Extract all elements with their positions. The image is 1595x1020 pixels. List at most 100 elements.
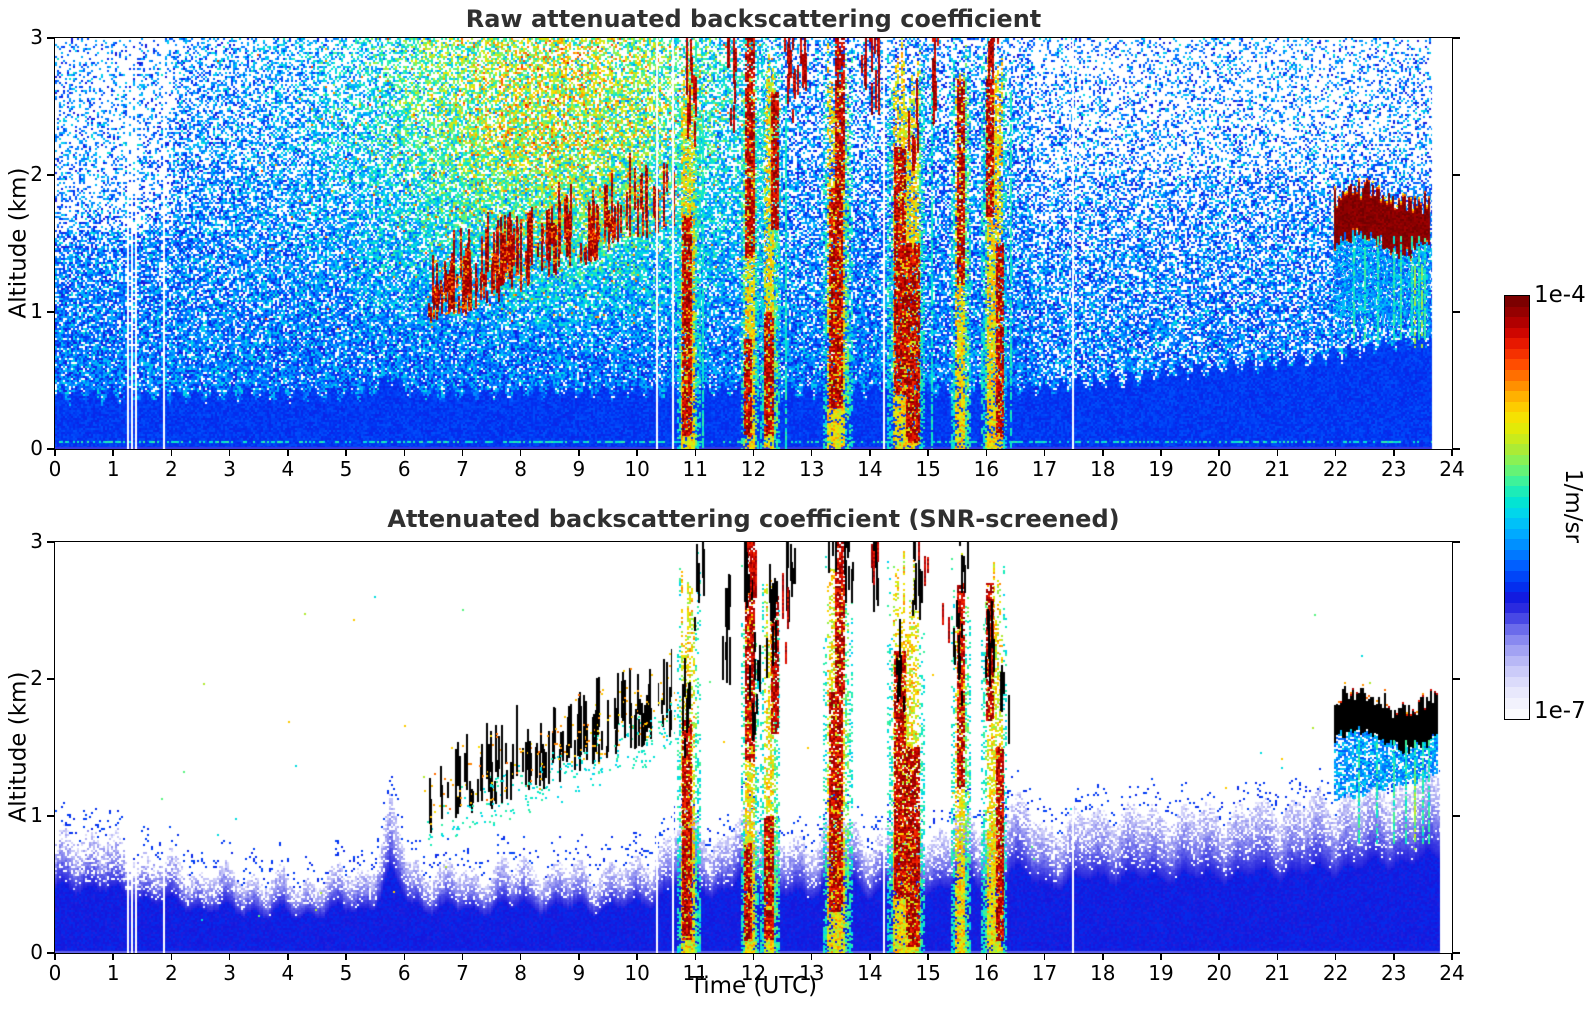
x-tick-label: 3 [223,961,236,985]
x-tick-mark [1451,954,1453,960]
x-tick-label: 5 [339,961,353,985]
colorbar-segment [1505,697,1529,709]
x-tick-mark [287,954,289,960]
x-tick-mark [694,954,697,960]
x-tick-label: 11 [682,961,708,985]
colorbar-segment [1505,401,1529,413]
x-tick-mark [403,954,405,960]
colorbar-segment [1505,327,1529,339]
y-tick-mark-right [1453,311,1460,313]
x-tick-mark [345,450,347,456]
x-tick-label: 14 [857,457,883,481]
colorbar-segment [1505,687,1529,698]
colorbar-segment [1505,655,1529,667]
x-tick-mark [1276,450,1279,456]
screened-panel-title: Attenuated backscattering coefficient (S… [387,505,1120,533]
x-tick-mark [287,450,289,456]
x-tick-label: 24 [1439,457,1465,481]
colorbar-segment [1505,676,1529,688]
x-tick-mark [112,954,114,960]
y-tick-mark-right [1453,37,1460,39]
x-tick-label: 21 [1264,961,1291,985]
x-tick-mark [869,450,871,456]
y-tick-label: 3 [30,529,43,553]
x-tick-label: 16 [973,457,1000,481]
colorbar-segment [1505,444,1529,455]
colorbar-segment [1505,475,1529,487]
x-tick-mark [170,450,173,456]
x-tick-label: 5 [339,457,353,481]
y-tick-label: 0 [30,940,43,964]
colorbar-segment [1505,317,1529,328]
x-tick-mark [519,954,522,960]
x-tick-label: 19 [1148,961,1174,985]
colorbar-segment [1505,486,1529,497]
x-tick-label: 18 [1090,457,1116,481]
y-tick-label: 2 [30,162,43,186]
y-tick-mark-right [1453,678,1460,680]
colorbar-segment [1505,380,1529,392]
x-tick-mark [54,450,56,456]
x-tick-label: 17 [1031,457,1058,481]
x-tick-mark [869,954,871,960]
x-tick-mark [810,450,813,456]
x-tick-mark [1393,954,1395,960]
x-tick-mark [461,450,464,456]
x-tick-mark [578,450,580,456]
y-tick-mark-right [1453,174,1460,176]
colorbar-segment [1505,623,1529,635]
colorbar-segment [1505,412,1529,423]
colorbar-segment [1505,549,1529,561]
colorbar-segment [1505,602,1529,614]
colorbar-segment [1505,518,1529,529]
colorbar-segment [1505,454,1529,466]
x-tick-label: 3 [223,457,236,481]
x-tick-mark [1393,450,1395,456]
x-tick-label: 13 [798,961,825,985]
y-tick-mark [47,311,54,313]
colorbar-segment [1505,645,1529,656]
x-tick-label: 22 [1322,961,1349,985]
x-tick-mark [1160,450,1162,456]
x-tick-label: 9 [572,457,586,481]
x-tick-label: 6 [397,457,411,481]
colorbar-segment [1505,391,1529,402]
x-tick-label: 2 [165,961,178,985]
x-tick-label: 22 [1322,457,1349,481]
colorbar [1504,295,1530,720]
x-tick-mark [345,954,347,960]
colorbar-segment [1505,507,1529,519]
x-tick-label: 1 [106,961,120,985]
colorbar-min-label: 1e-7 [1534,698,1586,724]
colorbar-segment [1505,560,1529,572]
colorbar-segment [1505,422,1529,434]
y-tick-label: 1 [30,299,43,323]
colorbar-segment [1505,571,1529,582]
x-tick-mark [810,954,813,960]
x-tick-mark [752,954,755,960]
x-tick-label: 17 [1031,961,1058,985]
x-tick-label: 8 [514,457,528,481]
x-tick-mark [578,954,580,960]
x-tick-mark [1102,450,1104,456]
x-tick-mark [403,450,405,456]
x-tick-mark [1218,450,1220,456]
x-tick-label: 20 [1206,961,1232,985]
colorbar-segment [1505,465,1529,476]
x-tick-label: 14 [857,961,883,985]
y-tick-label: 0 [30,436,43,460]
x-tick-mark [1334,450,1337,456]
colorbar-segment [1505,581,1529,593]
time-axis-label: Time (UTC) [689,973,818,999]
x-tick-mark [519,450,522,456]
x-tick-label: 24 [1439,961,1465,985]
x-tick-mark [54,954,56,960]
y-tick-label: 2 [30,666,43,690]
colorbar-max-label: 1e-4 [1534,282,1586,308]
raw-heatmap-canvas [54,37,1453,450]
x-tick-label: 16 [973,961,1000,985]
x-tick-mark [985,954,988,960]
y-tick-label: 3 [30,25,43,49]
x-tick-label: 19 [1148,457,1174,481]
